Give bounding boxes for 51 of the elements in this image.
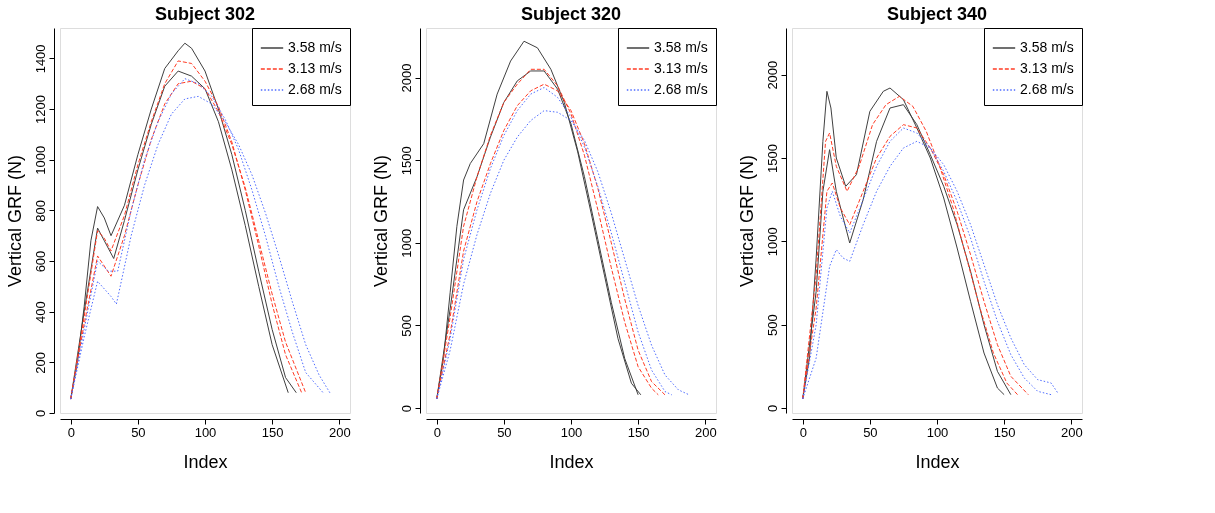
x-tick-label: 0 [433,424,441,440]
y-tick-label: 200 [32,351,48,374]
chart-title: Subject 302 [154,3,256,24]
y-axis-title: Vertical GRF (N) [4,154,25,288]
y-tick-label: 0 [32,409,48,418]
legend-label: 3.13 m/s [288,60,342,76]
y-axis-title: Vertical GRF (N) [370,154,391,288]
y-tick-label: 500 [764,314,780,337]
legend-label: 3.13 m/s [654,60,708,76]
legend-label: 2.68 m/s [1020,81,1074,97]
legend-label: 2.68 m/s [288,81,342,97]
x-tick-label: 200 [328,424,351,440]
chart-title: Subject 320 [520,3,622,24]
y-tick-label: 2000 [764,60,780,90]
legend-label: 3.58 m/s [654,39,708,55]
y-tick-label: 1000 [398,228,414,258]
chart-title: Subject 340 [886,3,988,24]
legend-label: 3.58 m/s [288,39,342,55]
legend-label: 3.13 m/s [1020,60,1074,76]
x-tick-label: 150 [261,424,284,440]
y-tick-label: 400 [32,301,48,324]
y-tick-label: 2000 [398,63,414,93]
y-tick-label: 1200 [32,95,48,125]
x-axis-title: Index [183,451,228,472]
x-tick-label: 100 [926,424,949,440]
x-tick-label: 100 [194,424,217,440]
y-tick-label: 600 [32,250,48,273]
y-tick-label: 1000 [764,227,780,257]
x-axis-title: Index [915,451,960,472]
x-tick-label: 50 [131,424,146,440]
x-tick-label: 50 [863,424,878,440]
y-axis-title: Vertical GRF (N) [736,154,757,288]
legend-label: 2.68 m/s [654,81,708,97]
y-tick-label: 800 [32,200,48,222]
x-tick-label: 200 [1060,424,1083,440]
y-tick-label: 1500 [398,146,414,176]
x-tick-label: 50 [497,424,512,440]
x-tick-label: 150 [993,424,1016,440]
y-tick-label: 1000 [32,145,48,175]
x-tick-label: 0 [799,424,807,440]
y-tick-label: 0 [764,404,780,413]
y-tick-label: 500 [398,315,414,337]
x-axis-title: Index [549,451,594,472]
y-tick-label: 1500 [764,144,780,173]
y-tick-label: 0 [398,404,414,413]
x-tick-label: 100 [560,424,583,440]
x-tick-label: 0 [67,424,75,440]
legend-label: 3.58 m/s [1020,39,1074,55]
y-tick-label: 1400 [32,44,48,74]
x-tick-label: 200 [694,424,717,440]
x-tick-label: 150 [627,424,650,440]
